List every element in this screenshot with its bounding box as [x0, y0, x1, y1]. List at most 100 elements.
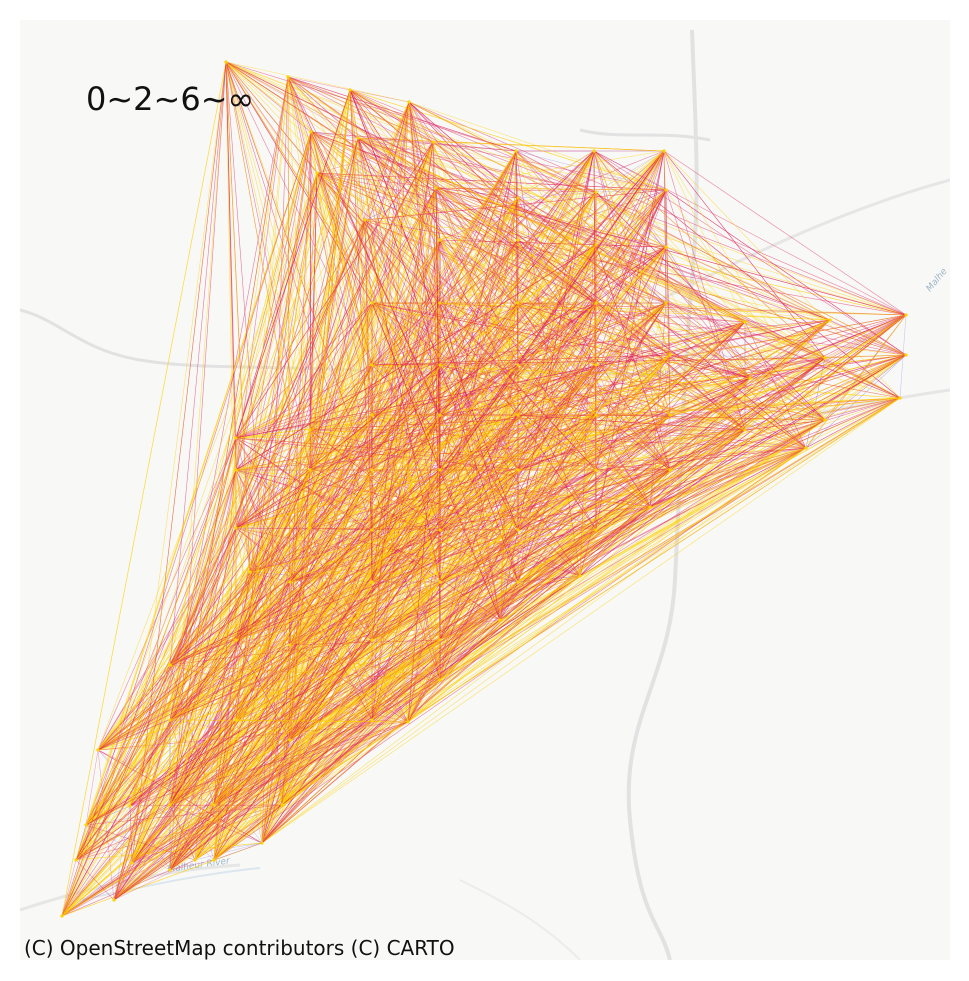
flow-line	[288, 77, 830, 320]
flow-node	[370, 638, 373, 641]
flow-node	[668, 413, 671, 416]
flow-node	[514, 149, 517, 152]
flow-node	[578, 574, 581, 577]
flow-node	[288, 580, 291, 583]
flow-node	[168, 663, 171, 666]
flow-map: Malheur River Malhe Ontario	[20, 20, 950, 960]
flow-node	[370, 301, 373, 304]
river-label: Malhe	[925, 266, 950, 293]
flow-node	[280, 803, 283, 806]
flow-line	[62, 415, 440, 916]
map-area[interactable]: Malheur River Malhe Ontario 0~2~6~∞	[20, 20, 950, 960]
flow-node	[363, 218, 366, 221]
flow-node	[74, 858, 77, 861]
flow-node	[370, 580, 373, 583]
flow-node	[648, 505, 651, 508]
flow-node	[370, 363, 373, 366]
flow-node	[288, 643, 291, 646]
flow-node	[438, 678, 441, 681]
flow-node	[370, 413, 373, 416]
flow-node	[592, 149, 595, 152]
flow-node	[664, 245, 667, 248]
flow-node	[96, 748, 99, 751]
flow-node	[193, 858, 196, 861]
flow-node	[407, 100, 410, 103]
flow-node	[438, 413, 441, 416]
flow-node	[748, 376, 751, 379]
flow-node	[370, 528, 373, 531]
flow-node	[594, 468, 597, 471]
flow-node	[168, 803, 171, 806]
flow-node	[348, 88, 351, 91]
flow-node	[516, 528, 519, 531]
flow-node	[594, 301, 597, 304]
flow-node	[516, 301, 519, 304]
flow-node	[898, 396, 901, 399]
flow-node	[594, 190, 597, 193]
flow-node	[315, 171, 318, 174]
flow-node	[743, 320, 746, 323]
flow-line	[664, 151, 906, 315]
flow-node	[234, 468, 237, 471]
flow-node	[594, 413, 597, 416]
flow-node	[234, 436, 237, 439]
flow-node	[212, 858, 215, 861]
flow-node	[516, 196, 519, 199]
flow-line	[288, 77, 906, 315]
flow-node	[904, 353, 907, 356]
flow-node	[212, 803, 215, 806]
flow-node	[308, 468, 311, 471]
flow-line	[236, 77, 288, 470]
flow-node	[260, 841, 263, 844]
flow-node	[234, 638, 237, 641]
flow-node	[84, 823, 87, 826]
flow-node	[828, 318, 831, 321]
flow-node	[168, 868, 171, 871]
flow-node	[224, 60, 227, 63]
flow-node	[668, 468, 671, 471]
flow-node	[438, 528, 441, 531]
flow-node	[516, 413, 519, 416]
road	[460, 880, 580, 960]
flow-node	[234, 718, 237, 721]
flow-node	[664, 188, 667, 191]
flow-node	[438, 638, 441, 641]
flow-node	[128, 804, 131, 807]
flow-node	[594, 363, 597, 366]
flow-node	[370, 468, 373, 471]
flow-node	[498, 618, 501, 621]
flow-node	[668, 353, 671, 356]
flow-line	[62, 220, 365, 916]
flow-node	[309, 130, 312, 133]
flow-node	[904, 313, 907, 316]
road	[580, 130, 710, 140]
flow-node	[516, 363, 519, 366]
flow-node	[308, 428, 311, 431]
flow-node	[234, 526, 237, 529]
flow-node	[370, 718, 373, 721]
road	[20, 310, 350, 370]
flow-node	[594, 243, 597, 246]
flow-node	[662, 149, 665, 152]
flow-line	[76, 142, 433, 860]
flow-node	[248, 570, 251, 573]
flow-node	[516, 468, 519, 471]
flow-node	[288, 738, 291, 741]
flow-node	[823, 356, 826, 359]
flow-node	[286, 75, 289, 78]
flow-node	[664, 301, 667, 304]
flow-node	[438, 363, 441, 366]
flow-node	[130, 861, 133, 864]
flow-lines	[62, 62, 906, 916]
flow-node	[406, 720, 409, 723]
legend-title: 0~2~6~∞	[86, 80, 254, 118]
flow-node	[60, 914, 63, 917]
flow-node	[594, 528, 597, 531]
flow-node	[431, 140, 434, 143]
flow-node	[438, 468, 441, 471]
road	[660, 180, 950, 300]
flow-node	[356, 136, 359, 139]
flow-node	[438, 301, 441, 304]
flow-line	[76, 365, 518, 860]
flow-node	[168, 718, 171, 721]
